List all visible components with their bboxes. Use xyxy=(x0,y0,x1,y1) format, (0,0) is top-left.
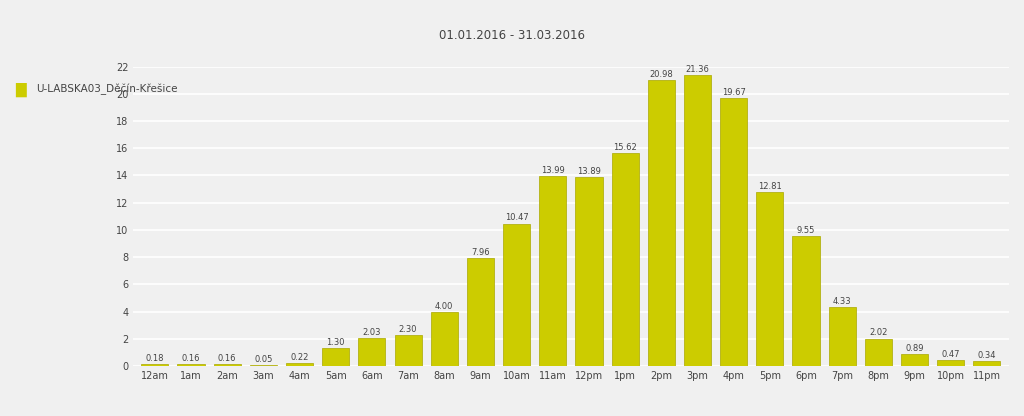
Bar xyxy=(323,348,349,366)
Text: 1.30: 1.30 xyxy=(327,338,345,347)
Bar xyxy=(901,354,928,366)
Bar xyxy=(648,80,675,366)
Bar xyxy=(757,192,783,366)
Bar xyxy=(937,360,965,366)
Text: 2.02: 2.02 xyxy=(869,329,888,337)
Text: 15.62: 15.62 xyxy=(613,144,637,152)
Text: 0.16: 0.16 xyxy=(181,354,201,363)
Bar xyxy=(611,154,639,366)
Text: 0.22: 0.22 xyxy=(291,353,308,362)
Bar xyxy=(214,364,241,366)
Text: █: █ xyxy=(15,83,26,97)
Text: 2.30: 2.30 xyxy=(398,324,418,334)
Bar xyxy=(828,307,856,366)
Text: 9.55: 9.55 xyxy=(797,226,815,235)
Bar xyxy=(177,364,205,366)
Text: 4.00: 4.00 xyxy=(435,302,454,310)
Bar xyxy=(286,363,313,366)
Text: 21.36: 21.36 xyxy=(685,65,710,74)
Bar xyxy=(575,177,602,366)
Text: 01.01.2016 - 31.03.2016: 01.01.2016 - 31.03.2016 xyxy=(439,29,585,42)
Text: 10.47: 10.47 xyxy=(505,213,528,223)
Bar xyxy=(974,362,1000,366)
Text: 13.89: 13.89 xyxy=(578,167,601,176)
Text: 0.16: 0.16 xyxy=(218,354,237,363)
Bar xyxy=(467,258,494,366)
Text: 4.33: 4.33 xyxy=(833,297,852,306)
Text: 12.81: 12.81 xyxy=(758,182,781,191)
Bar xyxy=(720,98,748,366)
Text: 0.89: 0.89 xyxy=(905,344,924,353)
Bar xyxy=(865,339,892,366)
Text: 0.47: 0.47 xyxy=(941,349,961,359)
Bar xyxy=(684,75,711,366)
Text: U-LABSKA03_Děčín-Křešice: U-LABSKA03_Děčín-Křešice xyxy=(36,83,177,94)
Bar xyxy=(250,365,276,366)
Bar xyxy=(431,312,458,366)
Bar xyxy=(358,339,385,366)
Text: 13.99: 13.99 xyxy=(541,166,564,175)
Bar xyxy=(793,236,819,366)
Text: 0.05: 0.05 xyxy=(254,355,272,364)
Text: 2.03: 2.03 xyxy=(362,328,381,337)
Text: 20.98: 20.98 xyxy=(649,70,673,79)
Text: 0.34: 0.34 xyxy=(978,352,996,360)
Text: 7.96: 7.96 xyxy=(471,248,489,257)
Text: 19.67: 19.67 xyxy=(722,88,745,97)
Bar xyxy=(540,176,566,366)
Bar xyxy=(394,335,422,366)
Bar xyxy=(503,223,530,366)
Text: 0.18: 0.18 xyxy=(145,354,164,362)
Bar xyxy=(141,364,168,366)
